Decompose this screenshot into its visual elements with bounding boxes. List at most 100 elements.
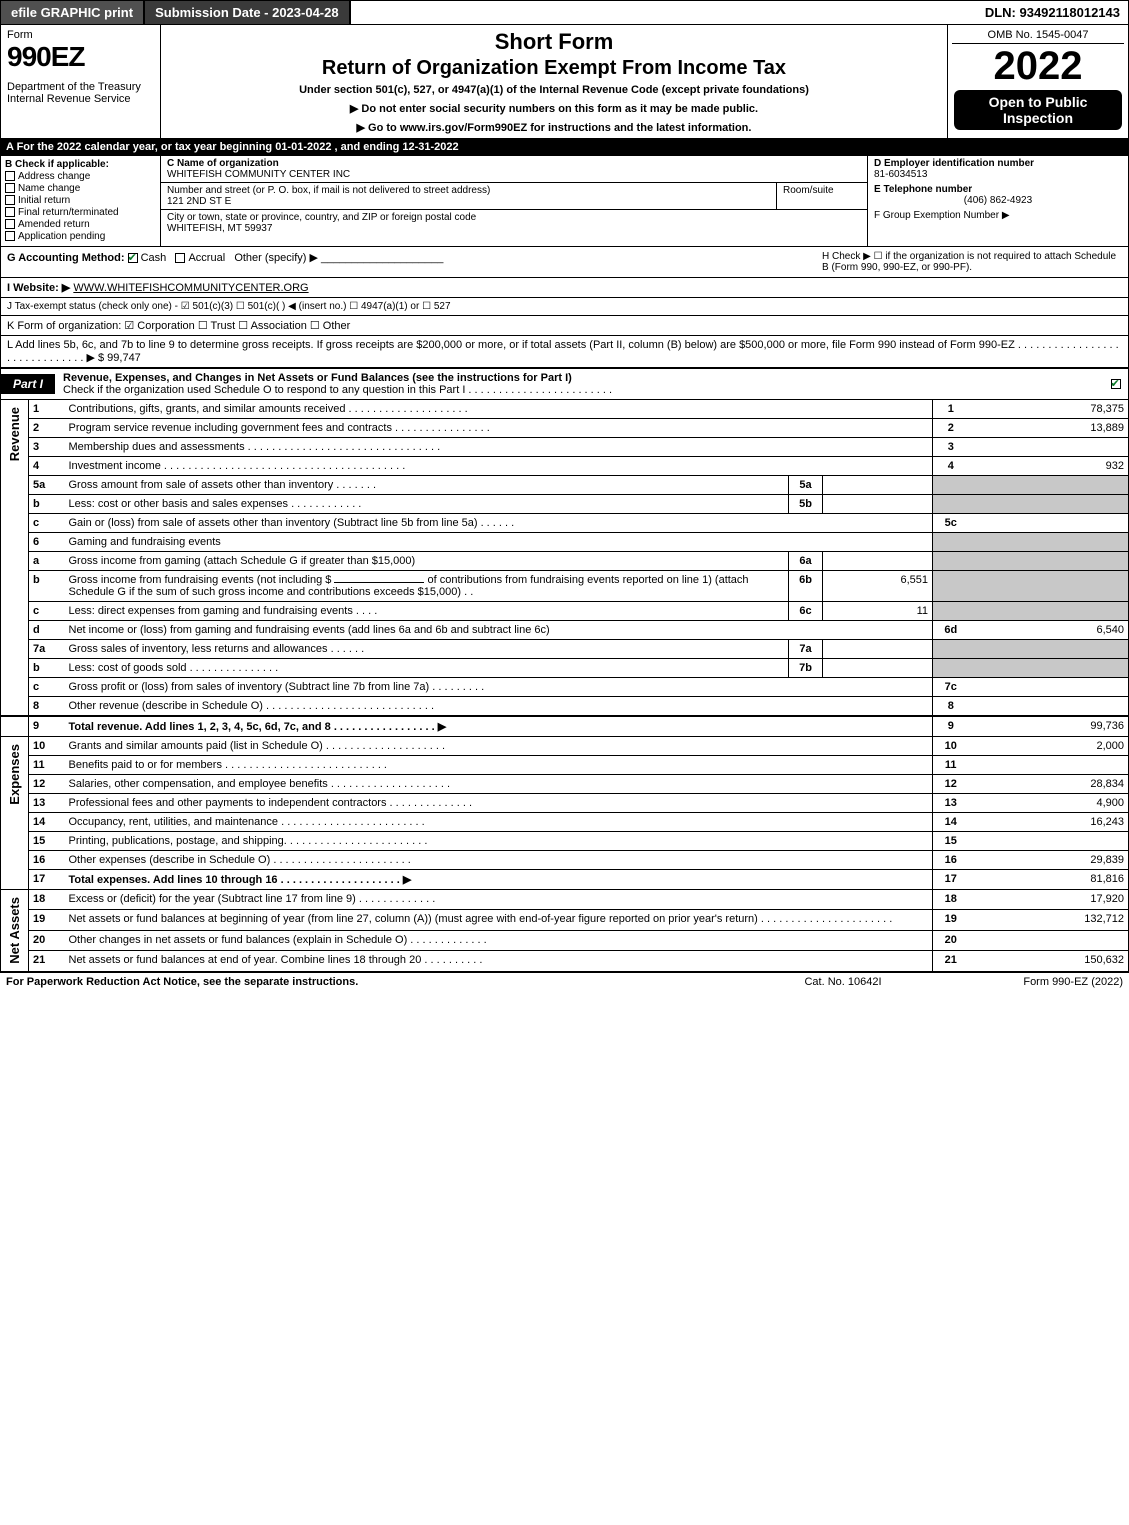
chk-amended-return[interactable]: Amended return (5, 219, 156, 230)
chk-address-change[interactable]: Address change (5, 171, 156, 182)
mini-box: 7b (789, 659, 823, 678)
line-box: 17 (933, 870, 969, 890)
row-l-text: L Add lines 5b, 6c, and 7b to line 9 to … (7, 339, 1119, 364)
line-num: 10 (29, 737, 65, 756)
line-box: 13 (933, 794, 969, 813)
row-j: J Tax-exempt status (check only one) - ☑… (0, 298, 1129, 316)
ein-value: 81-6034513 (874, 169, 1122, 180)
line-desc: Net assets or fund balances at beginning… (65, 910, 933, 930)
line-desc: Occupancy, rent, utilities, and maintena… (65, 813, 933, 832)
line-val: 78,375 (969, 400, 1129, 419)
mini-box: 5b (789, 495, 823, 514)
part-1-header: Part I Revenue, Expenses, and Changes in… (0, 368, 1129, 400)
line-val: 6,540 (969, 621, 1129, 640)
mini-box: 6b (789, 571, 823, 602)
line-num: 14 (29, 813, 65, 832)
city-value: WHITEFISH, MT 59937 (167, 223, 272, 234)
line-val: 13,889 (969, 419, 1129, 438)
line-box: 11 (933, 756, 969, 775)
line-val (969, 678, 1129, 697)
line-num: 19 (29, 910, 65, 930)
shaded (969, 476, 1129, 495)
chk-final-return[interactable]: Final return/terminated (5, 207, 156, 218)
line-desc: Investment income . . . . . . . . . . . … (65, 457, 933, 476)
box-b: B Check if applicable: Address change Na… (1, 156, 161, 246)
line-desc: Printing, publications, postage, and shi… (65, 832, 933, 851)
line-num: 15 (29, 832, 65, 851)
line-num: 11 (29, 756, 65, 775)
row-k: K Form of organization: ☑ Corporation ☐ … (0, 316, 1129, 336)
phone-label: E Telephone number (874, 184, 1122, 195)
chk-cash[interactable] (128, 253, 138, 263)
line-val: 16,243 (969, 813, 1129, 832)
shaded (933, 659, 969, 678)
header-mid: Short Form Return of Organization Exempt… (161, 25, 948, 138)
line-box: 18 (933, 890, 969, 910)
org-name: WHITEFISH COMMUNITY CENTER INC (167, 169, 350, 180)
chk-accrual[interactable] (175, 253, 185, 263)
shaded (969, 533, 1129, 552)
line-num: 4 (29, 457, 65, 476)
line-desc: Net income or (loss) from gaming and fun… (65, 621, 933, 640)
line-desc: Salaries, other compensation, and employ… (65, 775, 933, 794)
shaded (933, 552, 969, 571)
row-g-h: G Accounting Method: Cash Accrual Other … (0, 247, 1129, 278)
line-box: 7c (933, 678, 969, 697)
street-label: Number and street (or P. O. box, if mail… (167, 185, 490, 196)
line-val (969, 697, 1129, 717)
shaded (969, 552, 1129, 571)
line-desc: Total expenses. Add lines 10 through 16 … (65, 870, 933, 890)
mini-val (823, 659, 933, 678)
chk-initial-return[interactable]: Initial return (5, 195, 156, 206)
line-box: 20 (933, 930, 969, 950)
line-num: 1 (29, 400, 65, 419)
g-label: G Accounting Method: (7, 252, 125, 264)
org-name-block: C Name of organization WHITEFISH COMMUNI… (161, 156, 867, 183)
part-1-title-text: Revenue, Expenses, and Changes in Net As… (63, 372, 572, 384)
line-val (969, 930, 1129, 950)
part-1-checkbox[interactable] (1106, 378, 1128, 390)
box-c: C Name of organization WHITEFISH COMMUNI… (161, 156, 868, 246)
phone-value: (406) 862-4923 (874, 195, 1122, 206)
line-val: 932 (969, 457, 1129, 476)
row-i: I Website: ▶ WWW.WHITEFISHCOMMUNITYCENTE… (0, 278, 1129, 298)
line-desc: Gaming and fundraising events (65, 533, 933, 552)
mini-box: 6a (789, 552, 823, 571)
shaded (969, 640, 1129, 659)
line-desc: Benefits paid to or for members . . . . … (65, 756, 933, 775)
paperwork-notice: For Paperwork Reduction Act Notice, see … (6, 976, 743, 988)
irs-link[interactable]: ▶ Go to www.irs.gov/Form990EZ for instru… (357, 122, 752, 134)
line-box: 14 (933, 813, 969, 832)
line-desc: Less: cost or other basis and sales expe… (65, 495, 789, 514)
line-val: 81,816 (969, 870, 1129, 890)
expenses-side-label: Expenses (5, 740, 24, 809)
section-b-through-f: B Check if applicable: Address change Na… (0, 156, 1129, 247)
shaded (933, 495, 969, 514)
dept-label: Department of the Treasury Internal Reve… (7, 81, 154, 105)
submission-date-button[interactable]: Submission Date - 2023-04-28 (145, 1, 351, 24)
line-val (969, 438, 1129, 457)
line-desc: Excess or (deficit) for the year (Subtra… (65, 890, 933, 910)
form-word: Form (7, 29, 154, 41)
line-desc: Contributions, gifts, grants, and simila… (65, 400, 933, 419)
chk-name-change[interactable]: Name change (5, 183, 156, 194)
form-number: 990EZ (7, 41, 154, 73)
website-link[interactable]: WWW.WHITEFISHCOMMUNITYCENTER.ORG (73, 282, 308, 294)
line-num: b (29, 659, 65, 678)
line-desc: Gross income from gaming (attach Schedul… (65, 552, 789, 571)
efile-print-button[interactable]: efile GRAPHIC print (1, 1, 145, 24)
line-desc: Gross profit or (loss) from sales of inv… (65, 678, 933, 697)
line-desc: Other revenue (describe in Schedule O) .… (65, 697, 933, 717)
mini-val: 11 (823, 602, 933, 621)
open-to-public: Open to Public Inspection (954, 90, 1122, 130)
header-left: Form 990EZ Department of the Treasury In… (1, 25, 161, 138)
line-box: 1 (933, 400, 969, 419)
shaded (933, 476, 969, 495)
chk-application-pending[interactable]: Application pending (5, 231, 156, 242)
line-num: 16 (29, 851, 65, 870)
line-box: 9 (933, 716, 969, 737)
line-num: c (29, 514, 65, 533)
mini-val: 6,551 (823, 571, 933, 602)
tax-year: 2022 (952, 44, 1124, 88)
line-num: c (29, 602, 65, 621)
